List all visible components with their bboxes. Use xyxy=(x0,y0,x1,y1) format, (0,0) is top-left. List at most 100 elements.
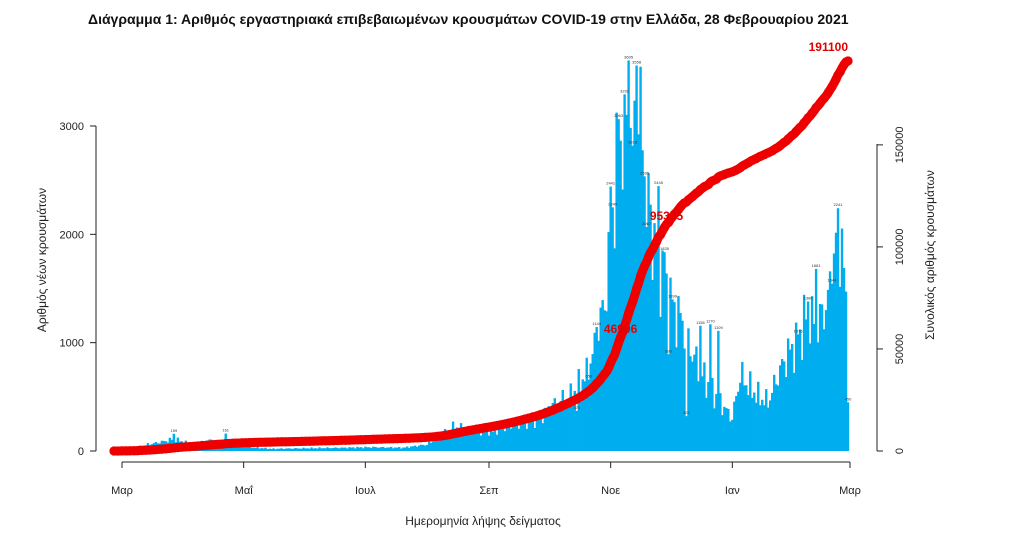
right-tick-label: 100000 xyxy=(894,229,906,266)
daily-bar xyxy=(276,448,279,451)
daily-bar xyxy=(392,448,395,451)
daily-bar xyxy=(769,400,772,451)
bar-value-label: 893 xyxy=(665,348,672,353)
daily-bar xyxy=(605,311,608,451)
daily-bar xyxy=(567,400,570,451)
daily-bar xyxy=(840,228,844,451)
bar-value-label: 159 xyxy=(171,428,178,433)
daily-bar xyxy=(380,447,383,451)
daily-bar xyxy=(537,416,541,451)
daily-bar xyxy=(489,425,493,451)
daily-bar xyxy=(415,446,419,451)
daily-bar xyxy=(846,402,850,451)
bar-value-label: 659 xyxy=(585,374,592,379)
cumulative-point xyxy=(843,56,853,66)
daily-bar xyxy=(521,421,525,451)
daily-bar xyxy=(429,442,433,451)
daily-bar xyxy=(318,447,321,451)
daily-bar xyxy=(806,301,810,451)
daily-bar xyxy=(497,424,501,451)
daily-bar xyxy=(471,434,475,451)
daily-bar xyxy=(778,365,782,451)
daily-bar xyxy=(507,425,511,451)
daily-bar xyxy=(354,448,357,451)
daily-bar xyxy=(376,447,379,451)
bar-value-label: 1170 xyxy=(706,318,715,323)
daily-bar xyxy=(495,434,499,451)
daily-bar xyxy=(733,401,736,451)
right-axis-ticks: 0 50000 100000 150000 xyxy=(877,127,906,454)
bar-value-label: 322 xyxy=(683,410,690,415)
daily-bar xyxy=(366,447,369,451)
daily-bar xyxy=(487,435,491,451)
daily-bar xyxy=(236,447,239,451)
daily-bar xyxy=(555,403,558,451)
daily-bar xyxy=(252,447,255,451)
daily-bar xyxy=(248,446,251,451)
x-tick-label: Σεπ xyxy=(479,485,499,497)
cumulative-line xyxy=(109,56,853,456)
daily-bar xyxy=(330,448,333,451)
daily-bar xyxy=(557,407,560,451)
daily-bar xyxy=(547,406,551,451)
daily-bar xyxy=(639,66,642,451)
x-tick-label: Μαρ xyxy=(839,485,861,497)
daily-bar xyxy=(493,430,497,451)
daily-bar xyxy=(651,280,654,451)
right-axis-title: Συνολικός αριθμός κρουσμάτων xyxy=(923,170,937,340)
daily-bar xyxy=(172,433,176,451)
daily-bar xyxy=(477,431,481,451)
daily-bar xyxy=(713,408,716,451)
daily-bar xyxy=(513,421,517,451)
daily-bar xyxy=(691,361,694,451)
daily-bar xyxy=(408,447,411,451)
daily-bar xyxy=(459,423,463,451)
daily-bar xyxy=(721,415,724,451)
daily-bar xyxy=(611,207,614,451)
x-axis-title: Ημερομηνία λήψης δείγματος xyxy=(405,514,561,528)
daily-bar xyxy=(585,357,588,451)
daily-bar xyxy=(780,359,784,451)
daily-bar xyxy=(292,448,295,451)
daily-bar xyxy=(830,283,834,451)
daily-bar xyxy=(282,449,285,451)
bar-value-label: 161 xyxy=(222,428,229,433)
left-axis-title: Αριθμός νέων κρουσμάτων xyxy=(35,188,49,332)
daily-bar xyxy=(499,429,503,451)
daily-bar xyxy=(625,114,628,452)
daily-bar xyxy=(804,319,808,451)
daily-bar xyxy=(262,448,265,451)
bar-value-label: 1380 xyxy=(804,296,814,301)
daily-bar xyxy=(699,325,702,451)
daily-bar xyxy=(427,441,431,451)
bar-value-label: 1835 xyxy=(660,246,670,251)
bar-value-label: 1109 xyxy=(714,325,723,330)
daily-bar xyxy=(352,447,355,451)
daily-bar xyxy=(539,410,543,451)
bar-value-label: 1681 xyxy=(812,263,822,268)
daily-bar xyxy=(820,304,824,451)
daily-bar xyxy=(232,445,235,451)
daily-bar xyxy=(643,176,646,452)
left-tick-label: 3000 xyxy=(60,121,84,133)
daily-bar xyxy=(423,445,427,451)
daily-bar xyxy=(447,430,451,451)
bar-value-label: 2445 xyxy=(654,180,664,185)
right-tick-label: 150000 xyxy=(894,127,906,164)
daily-bar xyxy=(388,447,391,451)
daily-bar xyxy=(483,431,487,451)
daily-bar xyxy=(266,449,269,451)
daily-bar xyxy=(757,381,760,451)
daily-bar xyxy=(453,429,457,451)
daily-bar xyxy=(802,294,806,451)
daily-bar xyxy=(467,427,471,451)
bar-value-label: 370 xyxy=(573,405,580,410)
daily-bar xyxy=(519,421,523,451)
daily-bar xyxy=(715,394,718,451)
daily-bar xyxy=(286,448,289,451)
daily-bar xyxy=(469,431,473,451)
daily-bar xyxy=(826,289,830,451)
cumulative-point xyxy=(644,252,654,262)
daily-bar xyxy=(844,291,848,451)
